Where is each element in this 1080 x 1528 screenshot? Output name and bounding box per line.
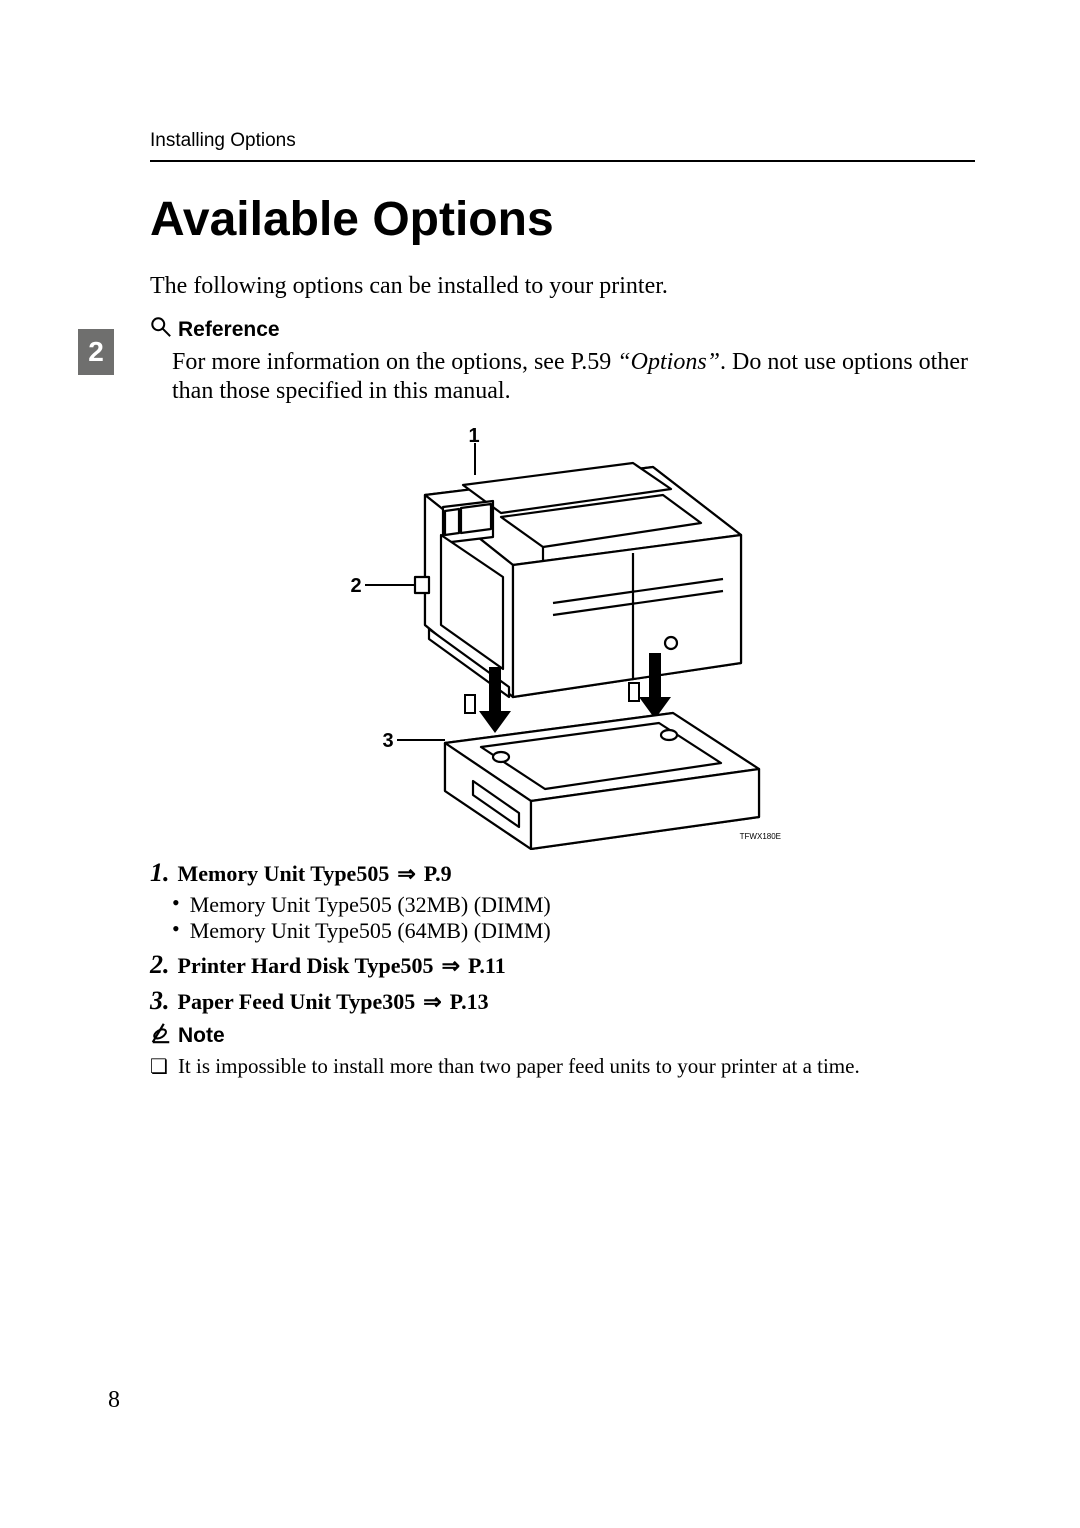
- option-item-1: 1. Memory Unit Type505 ⇒ P.9: [150, 858, 975, 888]
- option-number: 2.: [150, 950, 170, 980]
- note-bullet-icon: ❏: [150, 1054, 168, 1079]
- note-body-text: It is impossible to install more than tw…: [178, 1054, 860, 1079]
- reference-icon: [150, 316, 172, 344]
- intro-text: The following options can be installed t…: [150, 273, 975, 300]
- note-label: Note: [178, 1024, 225, 1048]
- running-head: Installing Options: [150, 130, 975, 162]
- arrow-icon: ⇒: [423, 989, 441, 1015]
- reference-label: Reference: [178, 318, 280, 342]
- note-heading: Note: [150, 1022, 975, 1050]
- reference-heading: Reference: [150, 316, 975, 344]
- option-page-ref: P.11: [468, 953, 506, 979]
- note-icon: [150, 1022, 172, 1050]
- document-page: Installing Options 2 Available Options T…: [0, 0, 1080, 1528]
- bullet-icon: •: [172, 918, 180, 944]
- option-number: 1.: [150, 858, 170, 888]
- page-number: 8: [108, 1387, 120, 1414]
- reference-italic: “Options”: [617, 349, 720, 375]
- reference-text: For more information on the options, see…: [172, 348, 975, 407]
- option-label: Memory Unit Type505: [178, 861, 390, 887]
- figure-callout-2: 2: [351, 575, 362, 598]
- bullet-text: Memory Unit Type505 (32MB) (DIMM): [190, 892, 551, 918]
- printer-illustration: TFWX180E: [333, 425, 793, 850]
- arrow-icon: ⇒: [442, 953, 460, 979]
- figure-code: TFWX180E: [739, 832, 780, 841]
- option-number: 3.: [150, 986, 170, 1016]
- figure-callout-1: 1: [469, 425, 480, 448]
- printer-figure: 1 2 3: [333, 425, 793, 850]
- list-item: • Memory Unit Type505 (32MB) (DIMM): [172, 892, 975, 918]
- note-text: ❏ It is impossible to install more than …: [150, 1054, 975, 1079]
- list-item: • Memory Unit Type505 (64MB) (DIMM): [172, 918, 975, 944]
- option-1-sub-bullets: • Memory Unit Type505 (32MB) (DIMM) • Me…: [172, 892, 975, 944]
- option-label: Paper Feed Unit Type305: [178, 989, 416, 1015]
- reference-text-before: For more information on the options, see…: [172, 349, 617, 375]
- bullet-text: Memory Unit Type505 (64MB) (DIMM): [190, 918, 551, 944]
- bullet-icon: •: [172, 892, 180, 918]
- option-label: Printer Hard Disk Type505: [178, 953, 434, 979]
- section-tab: 2: [78, 329, 114, 375]
- page-title: Available Options: [150, 192, 975, 247]
- option-page-ref: P.9: [424, 861, 452, 887]
- arrow-icon: ⇒: [397, 861, 415, 887]
- figure-container: 1 2 3: [150, 425, 975, 850]
- option-item-2: 2. Printer Hard Disk Type505 ⇒ P.11: [150, 950, 975, 980]
- option-item-3: 3. Paper Feed Unit Type305 ⇒ P.13: [150, 986, 975, 1016]
- options-list: 1. Memory Unit Type505 ⇒ P.9 • Memory Un…: [150, 858, 975, 1016]
- figure-callout-3: 3: [383, 730, 394, 753]
- option-page-ref: P.13: [450, 989, 489, 1015]
